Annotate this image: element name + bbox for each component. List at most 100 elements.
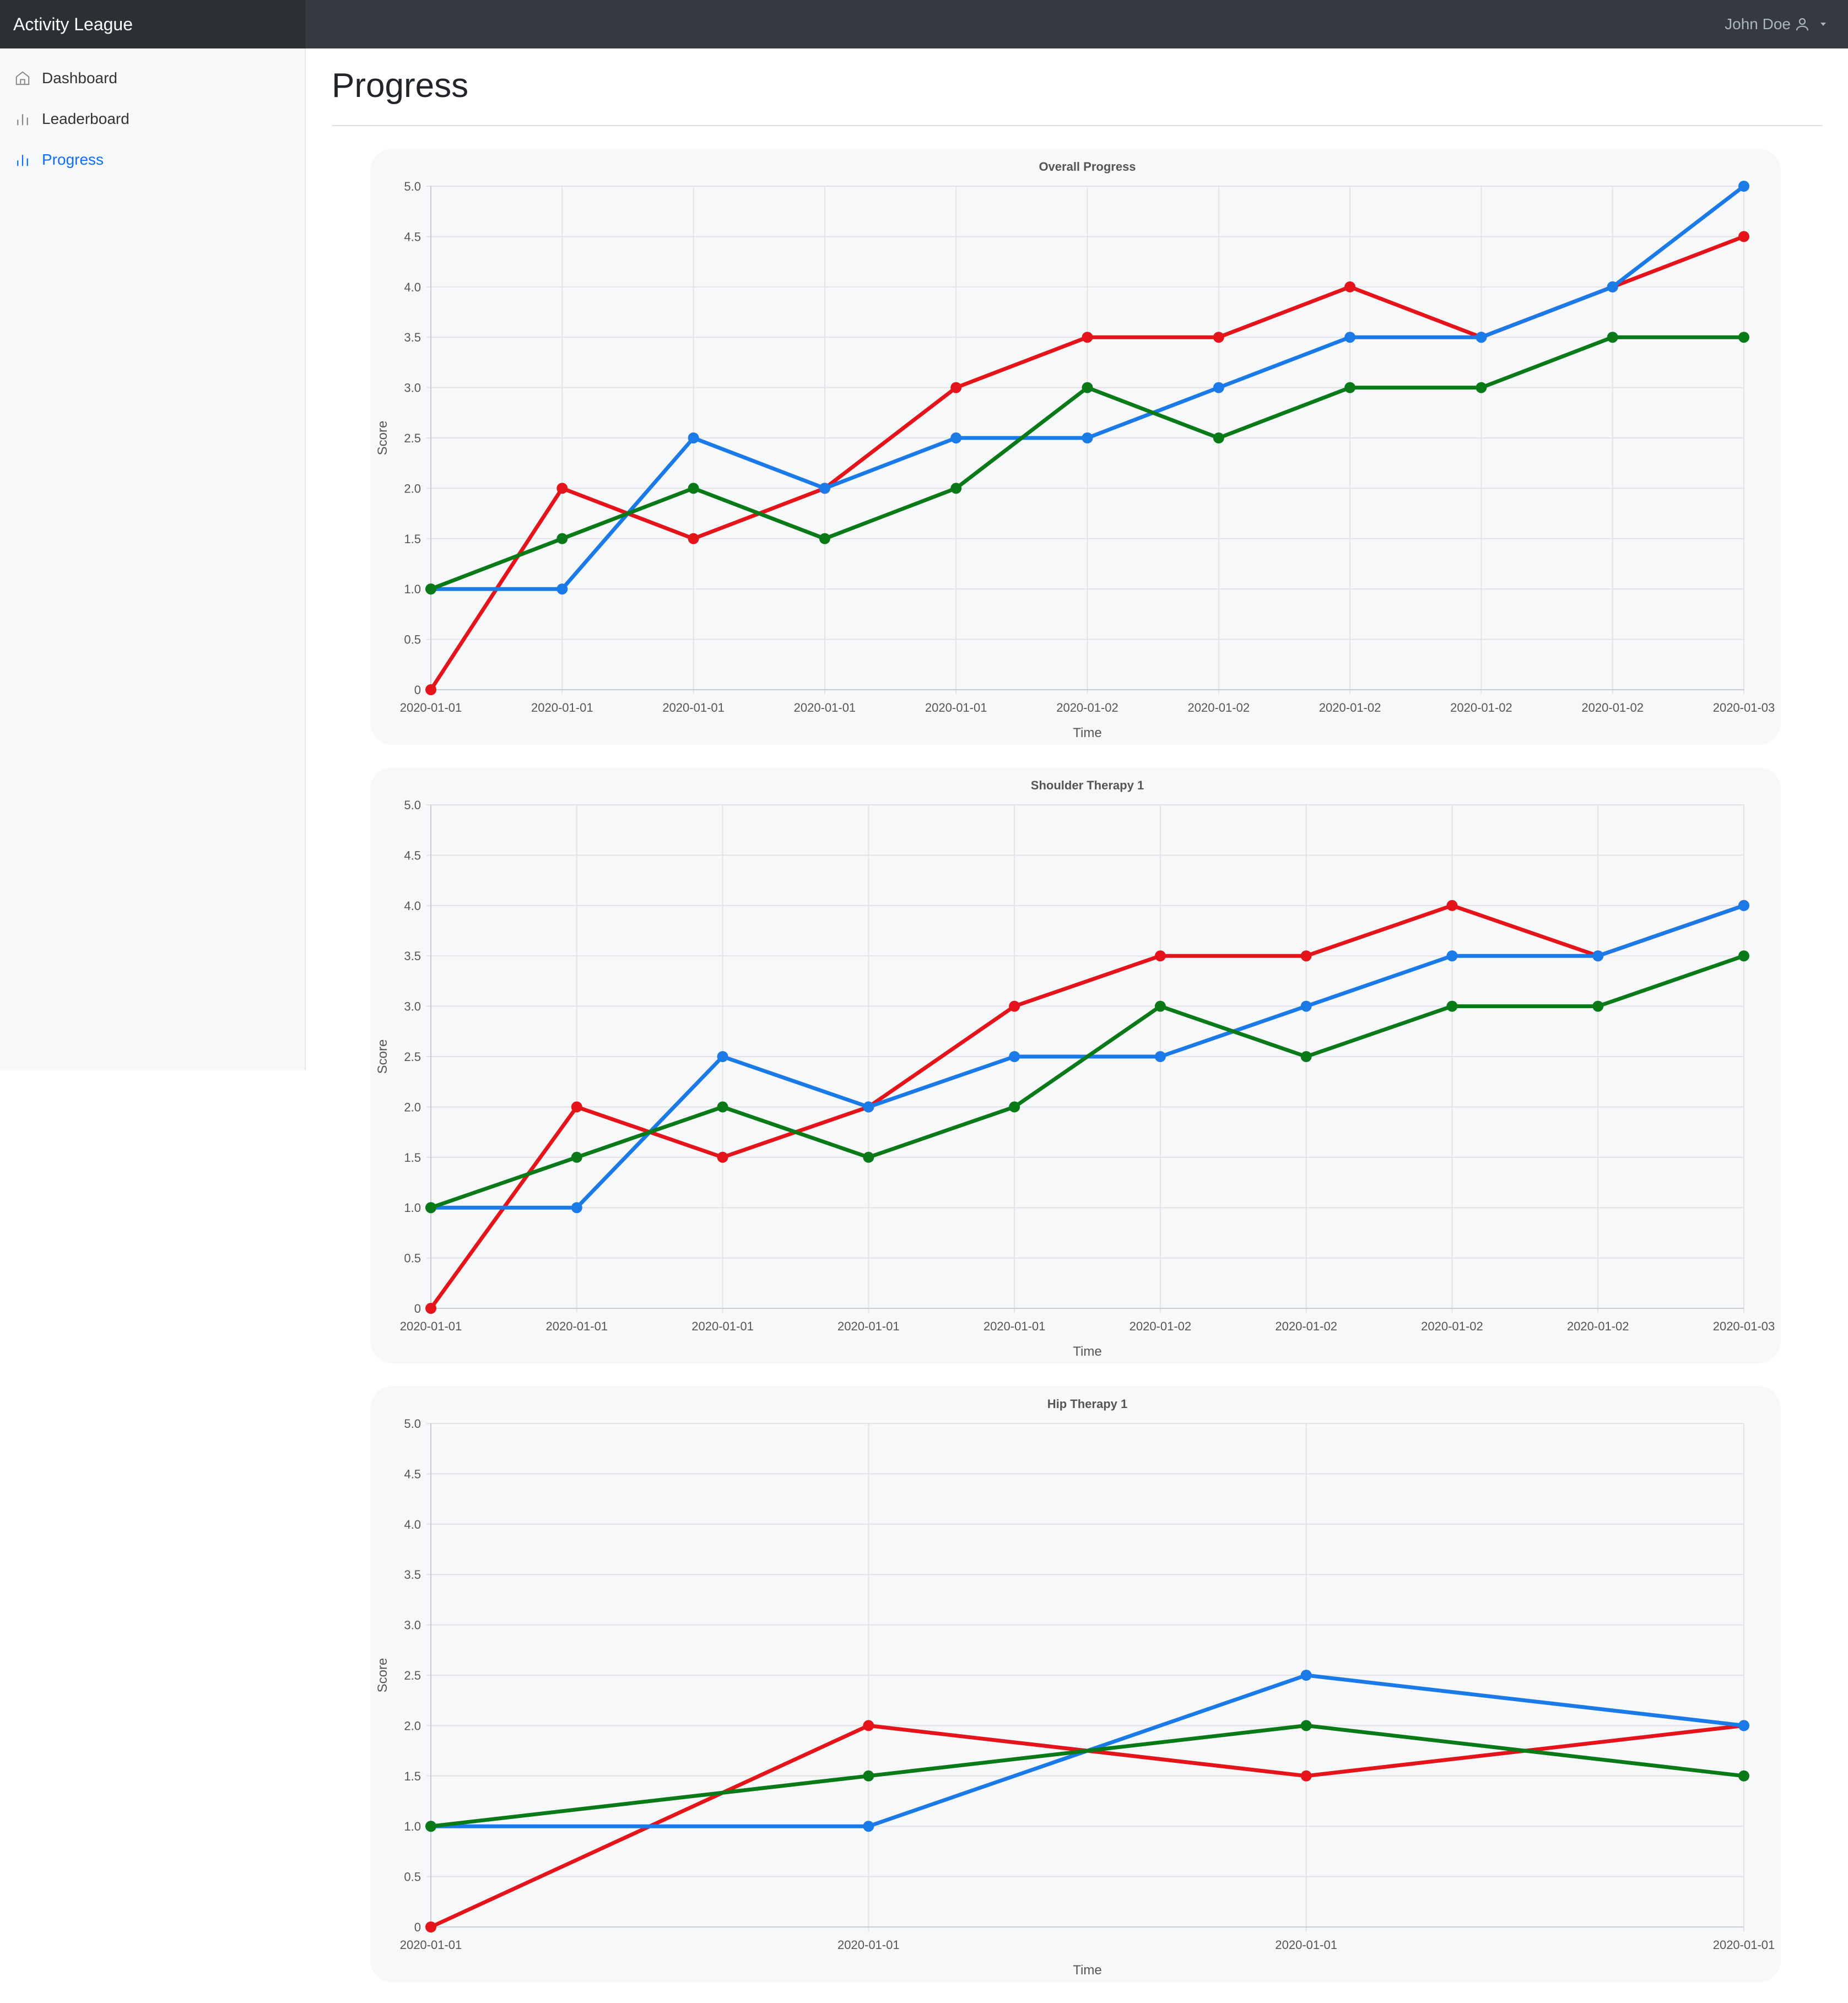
y-axis-title: Score [375,1658,390,1693]
data-point [950,432,962,443]
y-tick-label: 1.5 [404,1769,421,1783]
sidebar: Dashboard Leaderboard Progress [0,48,306,1070]
x-tick-label: 2020-01-01 [794,701,856,714]
x-tick-label: 2020-01-02 [1056,701,1118,714]
user-name[interactable]: John Doe [1725,15,1791,33]
y-tick-label: 3.0 [404,1000,421,1014]
user-menu[interactable]: John Doe [1725,0,1833,48]
data-point [1592,1000,1604,1012]
data-point [425,1303,436,1314]
x-tick-label: 2020-01-01 [400,701,462,714]
data-point [1607,281,1618,293]
bar-chart-icon [17,114,28,126]
y-tick-label: 4.5 [404,1467,421,1481]
data-point [1300,1000,1312,1012]
data-point [1082,332,1093,343]
data-point [571,1151,582,1163]
data-point [1009,1051,1020,1062]
x-tick-label: 2020-01-02 [1319,701,1381,714]
y-tick-label: 0 [414,1920,421,1934]
y-tick-label: 1.0 [404,582,421,596]
y-tick-label: 2.0 [404,1719,421,1733]
data-point [571,1101,582,1113]
data-point [863,1720,874,1731]
y-tick-label: 2.0 [404,1100,421,1114]
y-tick-label: 4.0 [404,899,421,913]
y-tick-label: 2.5 [404,431,421,445]
y-tick-label: 1.5 [404,532,421,546]
y-axis-title: Score [375,421,390,456]
x-tick-label: 2020-01-01 [546,1319,608,1333]
data-point [556,533,568,544]
chart-card-hip: Hip Therapy 1 0 0.5 1.0 1.5 2.0 2.5 3.0 3.5 4.0 4.… [370,1386,1781,1982]
y-tick-label: 3.0 [404,1618,421,1632]
x-tick-label: 2020-01-02 [1130,1319,1192,1333]
data-point [1446,950,1458,962]
data-point [1300,1720,1312,1731]
data-point [688,483,699,494]
y-tick-label: 3.5 [404,949,421,963]
sidebar-item-dashboard[interactable]: Dashboard [14,67,117,89]
data-point [425,583,436,595]
brand-title[interactable]: Activity League [0,0,305,48]
x-tick-label: 2020-01-01 [837,1319,900,1333]
data-point [819,533,830,544]
data-point [425,1821,436,1832]
chart-shoulder-therapy-1: Shoulder Therapy 1 0 0.5 1.0 1.5 2.0 2.5 3.0 3.5… [375,778,1775,1359]
data-point [1344,332,1356,343]
sidebar-item-label: Progress [42,151,104,168]
sidebar-item-leaderboard[interactable]: Leaderboard [14,108,129,130]
home-icon [15,71,30,85]
chart-title: Shoulder Therapy 1 [1031,778,1144,792]
data-point [950,483,962,494]
data-point [1213,332,1224,343]
x-tick-label: 2020-01-01 [837,1938,900,1952]
data-point [571,1202,582,1214]
data-point [1213,382,1224,393]
y-tick-label: 2.5 [404,1050,421,1064]
data-point [1446,900,1458,911]
x-tick-label: 2020-01-01 [984,1319,1046,1333]
data-point [1476,382,1487,393]
sidebar-item-progress[interactable]: Progress [14,149,104,171]
data-point [1738,231,1749,242]
bar-chart-icon [17,155,28,166]
data-point [1476,332,1487,343]
data-point [556,483,568,494]
y-tick-label: 0 [414,1302,421,1316]
sidebar-item-label: Leaderboard [42,110,129,127]
x-tick-label: 2020-01-01 [400,1319,462,1333]
data-point [1154,1051,1166,1062]
data-point [1082,432,1093,443]
chevron-down-icon[interactable] [1814,16,1833,33]
x-tick-label: 2020-01-02 [1450,701,1512,714]
top-navbar: Activity League John Doe [0,0,1848,48]
data-point [556,583,568,595]
data-point [1082,382,1093,393]
y-tick-label: 4.5 [404,230,421,243]
x-tick-label: 2020-01-01 [662,701,725,714]
x-tick-label: 2020-01-02 [1188,701,1250,714]
x-tick-label: 2020-01-02 [1421,1319,1483,1333]
data-point [1300,1670,1312,1681]
data-point [1592,950,1604,962]
data-point [1738,332,1749,343]
x-tick-label: 2020-01-01 [400,1938,462,1952]
chart-hip-therapy-1: Hip Therapy 1 0 0.5 1.0 1.5 2.0 2.5 3.0 3.5 4.0 4.… [375,1397,1775,1978]
y-tick-label: 2.0 [404,481,421,495]
y-tick-label: 0.5 [404,1870,421,1884]
series-line-2 [429,1723,1746,1828]
y-tick-label: 0.5 [404,633,421,647]
x-axis-title: Time [1073,1963,1101,1978]
chart-card-overall: Overall Progress 0 0.5 1.0 1.5 2.0 2.5 3.0 3.5 4.… [370,149,1781,745]
x-tick-label: 2020-01-01 [691,1319,754,1333]
data-point [1738,181,1749,192]
data-point [688,533,699,544]
sidebar-item-label: Dashboard [42,69,117,86]
data-point [1446,1000,1458,1012]
data-point [1607,332,1618,343]
x-tick-label: 2020-01-01 [1275,1938,1337,1952]
x-tick-label: 2020-01-03 [1713,701,1775,714]
y-tick-label: 0 [414,683,421,697]
page-title: Progress [332,67,469,105]
